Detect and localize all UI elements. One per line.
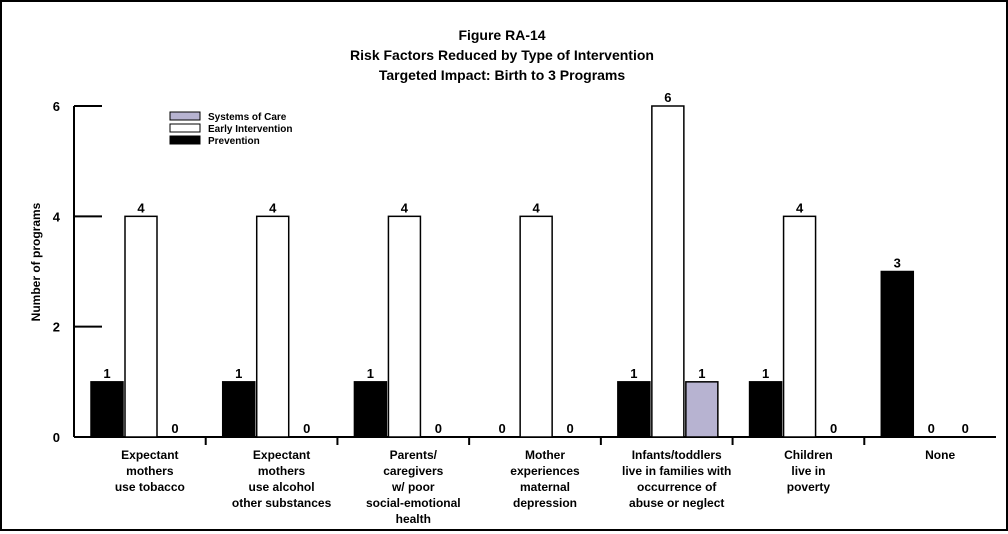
x-tick-label: depression	[513, 496, 577, 510]
bars: 1 1 1 0 1 1 3 4 4 4 4 6 4 0 0 0 0 0 1 0 0	[90, 90, 969, 438]
bar	[353, 381, 388, 438]
x-tick-label: live in	[791, 464, 825, 478]
legend-label: Systems of Care	[208, 112, 287, 123]
x-tick-label: poverty	[787, 480, 831, 494]
x-tick-label: Expectant	[121, 448, 178, 462]
x-tick-label: experiences	[510, 464, 580, 478]
x-tick-labels: Expectant mothers use tobacco Expectant moth…	[115, 448, 956, 526]
y-tick-label: 2	[53, 320, 60, 335]
bar-value-label: 1	[698, 366, 705, 381]
title-line-1: Figure RA-14	[458, 27, 545, 43]
bar	[124, 215, 158, 438]
chart-title: Figure RA-14 Risk Factors Reduced by Typ…	[350, 27, 654, 83]
x-tick-label: health	[396, 512, 431, 526]
x-tick-label: None	[925, 448, 955, 462]
bar-value-label: 1	[630, 366, 637, 381]
bar-value-label: 3	[894, 256, 901, 271]
legend-label: Early Intervention	[208, 124, 292, 135]
y-tick-label: 4	[53, 209, 61, 224]
x-tick-label: use alcohol	[249, 480, 315, 494]
bar	[519, 215, 553, 438]
bar-value-label: 0	[303, 421, 310, 436]
x-tick-label: Children	[784, 448, 833, 462]
bar	[880, 270, 915, 438]
bar-value-label: 0	[962, 421, 969, 436]
bar-value-label: 0	[435, 421, 442, 436]
bar	[255, 215, 290, 438]
bar-value-label: 4	[269, 200, 277, 215]
bar	[90, 381, 124, 438]
bar	[387, 215, 422, 438]
title-line-2: Risk Factors Reduced by Type of Interven…	[350, 47, 654, 63]
x-tick-label: social-emotional	[366, 496, 461, 510]
x-tick-label: caregivers	[383, 464, 443, 478]
x-tick-label: other substances	[232, 496, 332, 510]
bar-value-label: 0	[499, 421, 506, 436]
x-tick-label: mothers	[258, 464, 306, 478]
bar-value-label: 4	[796, 200, 804, 215]
bar	[651, 105, 685, 438]
bar	[782, 215, 817, 438]
title-line-3: Targeted Impact: Birth to 3 Programs	[379, 67, 626, 83]
bar-value-label: 0	[567, 421, 574, 436]
bar	[221, 381, 256, 438]
x-tick-label: Mother	[525, 448, 565, 462]
bar-value-label: 0	[830, 421, 837, 436]
bar-value-label: 0	[171, 421, 178, 436]
bar-value-label: 6	[664, 90, 671, 105]
bar	[617, 381, 651, 438]
legend-swatch	[169, 135, 201, 145]
bar-value-label: 1	[367, 366, 374, 381]
x-tick-label: w/ poor	[391, 480, 435, 494]
legend-swatch	[169, 111, 201, 121]
bar-value-label: 1	[235, 366, 242, 381]
x-tick-label: maternal	[520, 480, 570, 494]
bar-value-label: 4	[137, 200, 145, 215]
bar-value-label: 1	[762, 366, 769, 381]
x-tick-label: live in families with	[622, 464, 731, 478]
legend-swatch	[169, 123, 201, 133]
bar	[685, 381, 719, 438]
x-tick-label: abuse or neglect	[629, 496, 724, 510]
x-tick-label: occurrence of	[637, 480, 717, 494]
bar	[748, 381, 783, 438]
x-tick-label: Infants/toddlers	[632, 448, 722, 462]
x-tick-label: Expectant	[253, 448, 310, 462]
x-tick-label: use tobacco	[115, 480, 185, 494]
y-axis-label: Number of programs	[29, 202, 43, 321]
x-tick-label: Parents/	[390, 448, 438, 462]
bar-value-label: 4	[401, 200, 409, 215]
y-tick-label: 0	[53, 430, 60, 445]
bar-value-label: 4	[533, 200, 541, 215]
x-tick-label: mothers	[126, 464, 174, 478]
bar-value-label: 0	[928, 421, 935, 436]
legend-label: Prevention	[208, 136, 260, 147]
y-tick-label: 6	[53, 99, 60, 114]
bar-value-label: 1	[103, 366, 110, 381]
